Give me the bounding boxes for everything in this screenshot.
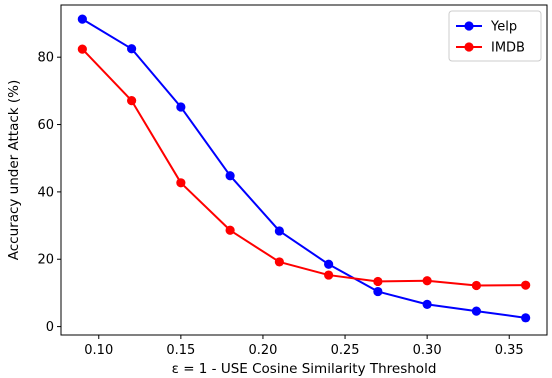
series-layer — [77, 14, 531, 323]
legend-marker-imdb — [464, 42, 474, 52]
x-tick-label: 0.15 — [166, 343, 195, 358]
data-point-imdb — [127, 96, 137, 106]
legend: Yelp IMDB — [448, 10, 542, 62]
data-point-yelp — [471, 306, 481, 316]
y-axis-label: Accuracy under Attack (%) — [6, 80, 22, 261]
data-point-yelp — [324, 259, 334, 269]
data-point-yelp — [127, 44, 137, 54]
data-point-yelp — [77, 14, 87, 24]
series-line-yelp — [81, 18, 526, 319]
y-tick-label: 20 — [37, 253, 54, 268]
data-point-yelp — [521, 313, 531, 323]
y-tick-label: 0 — [46, 320, 54, 335]
data-point-yelp — [225, 171, 235, 181]
legend-label-imdb: IMDB — [491, 41, 525, 56]
series-line-imdb — [81, 48, 526, 287]
y-axis-ticks: 0 20 40 60 80 — [37, 51, 61, 335]
x-axis-ticks: 0.10 0.15 0.20 0.25 0.30 0.35 — [84, 335, 524, 358]
data-point-imdb — [77, 44, 87, 54]
x-tick-label: 0.35 — [495, 343, 524, 358]
data-point-imdb — [471, 280, 481, 291]
data-point-imdb — [521, 280, 531, 290]
plot-frame — [60, 4, 548, 336]
x-axis-label: ε = 1 - USE Cosine Similarity Threshold — [172, 361, 437, 377]
y-tick-label: 40 — [37, 185, 54, 200]
legend-label-yelp: Yelp — [490, 20, 517, 35]
data-point-yelp — [176, 102, 186, 112]
x-tick-label: 0.10 — [84, 343, 113, 358]
data-point-imdb — [373, 276, 383, 287]
y-tick-label: 80 — [37, 51, 54, 66]
data-point-yelp — [373, 286, 383, 297]
data-point-imdb — [422, 276, 432, 286]
y-tick-label: 60 — [37, 118, 54, 133]
data-point-imdb — [225, 225, 235, 235]
data-point-imdb — [274, 257, 284, 267]
x-tick-label: 0.25 — [331, 343, 360, 358]
data-point-yelp — [274, 226, 284, 236]
x-tick-label: 0.20 — [248, 343, 277, 358]
x-tick-label: 0.30 — [413, 343, 442, 358]
data-point-yelp — [422, 299, 432, 309]
legend-marker-yelp — [464, 21, 474, 31]
data-point-imdb — [176, 178, 186, 188]
data-point-imdb — [324, 270, 334, 280]
